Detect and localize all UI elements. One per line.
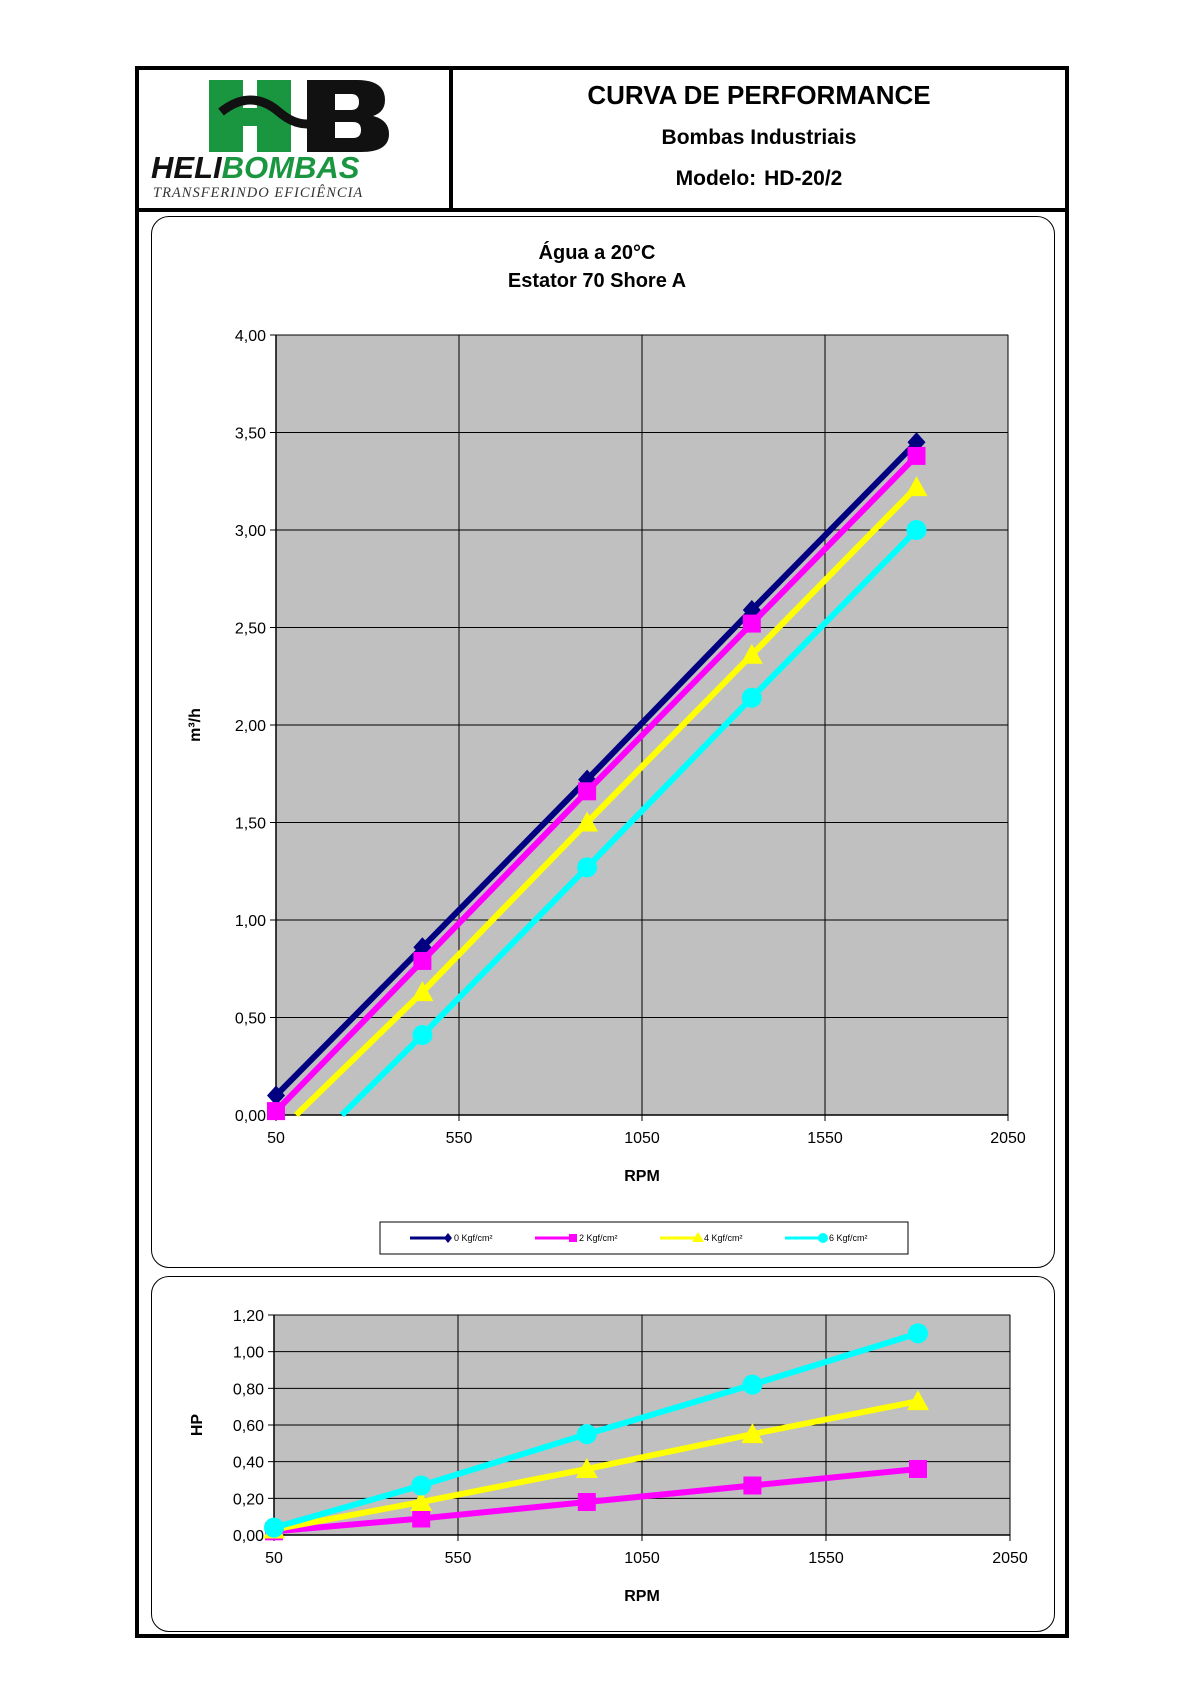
power-series-0-point — [412, 1509, 431, 1528]
flow-y-tick-label: 2,50 — [235, 621, 266, 638]
flow-series-1-point — [907, 446, 926, 465]
flow-series-1-point — [578, 782, 597, 801]
flow-x-tick-label: 50 — [267, 1130, 285, 1147]
power-y-tick-label: 0,00 — [233, 1528, 264, 1545]
flow-x-tick-label: 1550 — [807, 1130, 843, 1147]
flow-chart-panel: Água a 20°C Estator 70 Shore A 0,00 0,50 1,0… — [151, 216, 1055, 1268]
flow-x-tick-label: 550 — [446, 1130, 473, 1147]
power-series-2-point — [908, 1323, 928, 1344]
flow-y-tick-label: 0,00 — [235, 1108, 266, 1125]
flow-y-tick-label: 4,00 — [235, 328, 266, 345]
power-y-axis-label: HP — [189, 1414, 206, 1437]
legend-marker-3 — [818, 1233, 828, 1243]
power-x-tick-label: 1050 — [624, 1550, 660, 1567]
flow-series-3-point — [741, 687, 762, 708]
power-series-0-point — [743, 1476, 762, 1495]
model-value: HD-20/2 — [764, 167, 843, 190]
flow-chart: Água a 20°C Estator 70 Shore A 0,00 0,50 1,0… — [187, 241, 1026, 1255]
flow-y-tick-label: 0,50 — [235, 1011, 266, 1028]
sheet-subtitle: Bombas Industriais — [661, 126, 857, 149]
title-block: CURVA DE PERFORMANCE Bombas Industriais … — [453, 70, 1065, 208]
flow-series-3-point — [412, 1025, 433, 1046]
power-y-tick-label: 0,60 — [233, 1418, 264, 1435]
model-label: Modelo: — [675, 167, 757, 190]
flow-x-axis-label: RPM — [624, 1168, 660, 1185]
legend-label-3: 6 Kgf/cm² — [829, 1233, 868, 1243]
power-x-axis-label: RPM — [624, 1588, 660, 1605]
power-series-1-point — [907, 1390, 929, 1411]
power-series-1-point — [410, 1491, 433, 1511]
model-line: Modelo: HD-20/2 — [453, 167, 1065, 191]
sheet-header: HELIBOMBAS TRANSFERINDO EFICIÊNCIA CURVA… — [139, 70, 1065, 212]
power-series-2-point — [264, 1517, 284, 1538]
power-y-tick-label: 0,20 — [233, 1491, 264, 1508]
power-chart: 0,00 0,20 0,40 0,60 0,80 1,00 1,20 50 550 1050 155… — [189, 1308, 1028, 1605]
helibombas-logo: HELIBOMBAS TRANSFERINDO EFICIÊNCIA — [151, 80, 389, 201]
legend-label-0: 0 Kgf/cm² — [454, 1233, 493, 1243]
power-series-0-point — [909, 1460, 927, 1478]
legend-label-2: 4 Kgf/cm² — [704, 1233, 743, 1243]
flow-series-0-point — [267, 1085, 285, 1106]
power-x-tick-label: 50 — [265, 1550, 283, 1567]
power-x-tick-label: 1550 — [808, 1550, 844, 1567]
company-logo: HELIBOMBAS TRANSFERINDO EFICIÊNCIA — [139, 70, 453, 208]
flow-series-3-point — [577, 857, 598, 878]
logo-tagline: TRANSFERINDO EFICIÊNCIA — [153, 184, 363, 201]
flow-series-3-point — [906, 520, 927, 540]
flow-y-tick-label: 1,00 — [235, 913, 266, 930]
flow-series-1-point — [413, 951, 432, 970]
sheet-title: CURVA DE PERFORMANCE — [587, 80, 931, 110]
legend-marker-2 — [692, 1232, 704, 1242]
flow-y-tick-label: 2,00 — [235, 718, 266, 735]
flow-y-tick-label: 1,50 — [235, 816, 266, 833]
power-series-0-point — [577, 1493, 596, 1511]
flow-chart-title: Água a 20°C — [539, 241, 656, 264]
flow-y-tick-label: 3,50 — [235, 426, 266, 443]
flow-chart-subtitle: Estator 70 Shore A — [508, 270, 686, 292]
flow-y-tick-label: 3,00 — [235, 523, 266, 540]
legend-marker-0 — [444, 1233, 452, 1243]
power-series-1-point — [575, 1458, 598, 1478]
power-y-tick-label: 1,00 — [233, 1345, 264, 1362]
flow-series-1-point — [267, 1102, 285, 1121]
power-series-2-point — [576, 1424, 597, 1445]
flow-x-tick-label: 2050 — [990, 1130, 1026, 1147]
legend-label-1: 2 Kgf/cm² — [579, 1233, 618, 1243]
power-x-tick-label: 550 — [445, 1550, 472, 1567]
power-series-1-point — [741, 1423, 764, 1444]
flow-legend: 0 Kgf/cm² 2 Kgf/cm² 4 Kgf/cm² 6 Kgf/cm² — [379, 1221, 909, 1255]
flow-y-axis-label: m³/h — [187, 708, 204, 742]
flow-series-2-point — [576, 811, 599, 832]
power-series-2-point — [742, 1374, 763, 1395]
flow-x-tick-label: 1050 — [624, 1130, 660, 1147]
performance-sheet: HELIBOMBAS TRANSFERINDO EFICIÊNCIA CURVA… — [135, 66, 1069, 1638]
flow-series-2-point — [740, 643, 763, 664]
power-y-tick-label: 0,80 — [233, 1381, 264, 1398]
power-y-tick-label: 1,20 — [233, 1308, 264, 1325]
flow-series-2-point — [411, 981, 434, 1002]
power-chart-panel: 0,00 0,20 0,40 0,60 0,80 1,00 1,20 50 550 1050 155… — [151, 1276, 1055, 1632]
power-series-2-point — [411, 1475, 432, 1496]
flow-series-2-point — [905, 476, 928, 497]
power-x-tick-label: 2050 — [992, 1550, 1028, 1567]
flow-series-1-point — [742, 614, 761, 633]
logo-wordmark: HELIBOMBAS — [151, 150, 360, 185]
legend-marker-1 — [569, 1234, 577, 1242]
power-y-tick-label: 0,40 — [233, 1455, 264, 1472]
